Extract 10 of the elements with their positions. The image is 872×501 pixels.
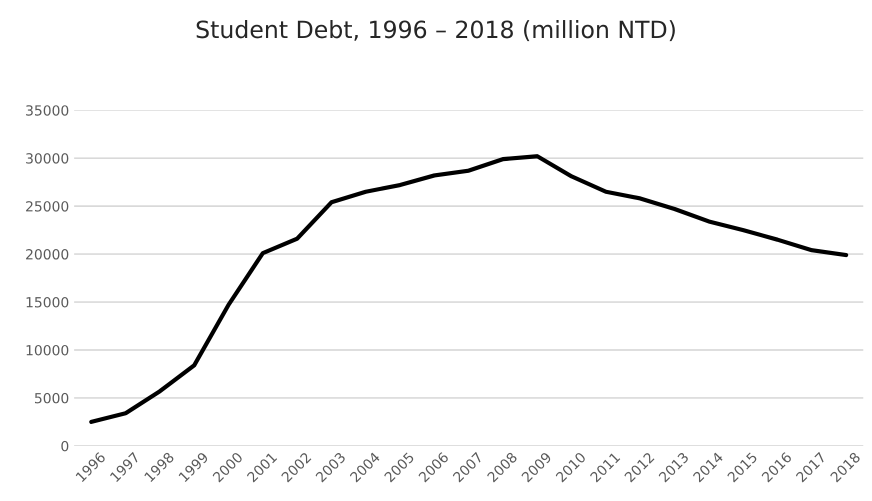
y-tick-label: 20000 <box>26 249 68 260</box>
y-tick-label: 15000 <box>26 297 68 308</box>
y-tick-label: 30000 <box>26 153 68 164</box>
line-series <box>89 154 848 424</box>
chart-title: Student Debt, 1996 – 2018 (million NTD) <box>196 20 675 42</box>
y-tick-label: 10000 <box>26 344 68 356</box>
y-tick-label: 0 <box>61 440 68 452</box>
y-tick-label: 35000 <box>26 105 68 116</box>
y-tick-label: 5000 <box>34 392 68 404</box>
y-tick-label: 25000 <box>26 201 68 212</box>
